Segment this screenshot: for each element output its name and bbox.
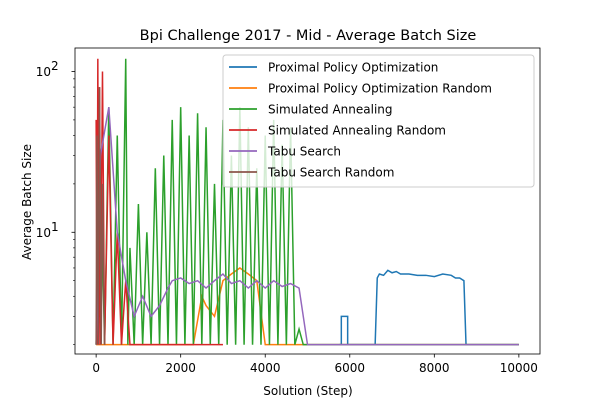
x-tick-label-4: 8000 [419, 361, 450, 375]
legend-label-0: Proximal Policy Optimization [268, 61, 438, 75]
legend-label-3: Simulated Annealing Random [268, 124, 446, 138]
y-tick-exponent-0: 1 [51, 220, 59, 234]
y-tick-label-0: 10 [36, 226, 51, 240]
x-axis-label: Solution (Step) [263, 384, 352, 398]
legend-label-5: Tabu Search Random [267, 166, 394, 180]
plot-frame [74, 47, 541, 355]
x-tick-label-2: 4000 [250, 361, 281, 375]
legend-label-4: Tabu Search [267, 145, 341, 159]
legend-box [222, 54, 535, 188]
chart-title: Bpi Challenge 2017 - Mid - Average Batch… [140, 28, 477, 44]
y-axis-label: Average Batch Size [20, 144, 34, 260]
x-tick-label-3: 6000 [334, 361, 365, 375]
legend-label-1: Proximal Policy Optimization Random [268, 82, 492, 96]
series-line-0 [339, 269, 519, 346]
series-line-5 [95, 87, 106, 345]
legend: Proximal Policy Optimization Proximal Pol… [222, 54, 535, 188]
legend-label-2: Simulated Annealing [268, 103, 393, 117]
y-tick-label-1: 10 [36, 65, 51, 79]
x-tick-label-0: 0 [92, 361, 100, 375]
x-axis: 0 2000 4000 6000 8000 10000 [92, 354, 538, 375]
x-tick-label-5: 10000 [500, 361, 538, 375]
series-line-4 [95, 107, 519, 346]
x-tick-label-1: 2000 [165, 361, 196, 375]
y-tick-exponent-1: 2 [51, 59, 59, 73]
